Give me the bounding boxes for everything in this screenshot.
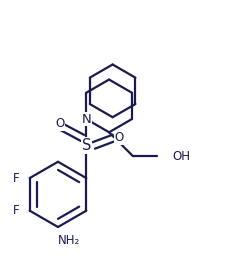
- Text: F: F: [13, 172, 19, 185]
- Text: N: N: [81, 113, 91, 126]
- Text: O: O: [55, 117, 64, 130]
- Text: O: O: [114, 131, 123, 144]
- Text: S: S: [81, 138, 91, 153]
- Text: F: F: [13, 204, 19, 217]
- Text: NH₂: NH₂: [58, 234, 81, 247]
- Text: OH: OH: [173, 150, 191, 163]
